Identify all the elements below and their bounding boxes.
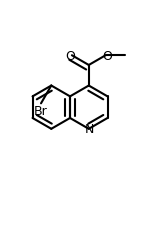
Text: N: N	[85, 123, 94, 136]
Text: Br: Br	[34, 105, 48, 118]
Text: O: O	[102, 49, 112, 62]
Text: O: O	[65, 49, 75, 62]
